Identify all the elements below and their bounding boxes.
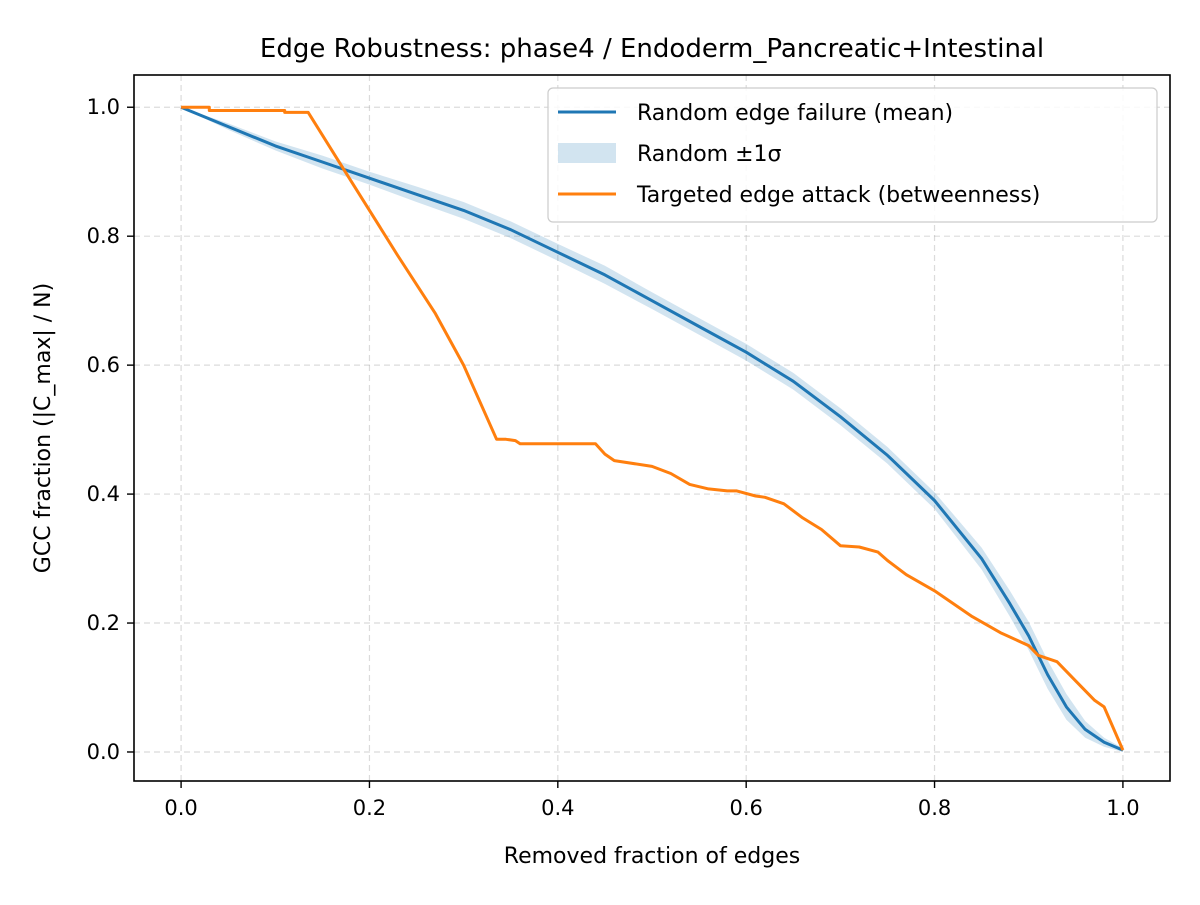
x-tick-label: 1.0 bbox=[1106, 796, 1139, 820]
x-tick-label: 0.2 bbox=[353, 796, 386, 820]
legend-frame bbox=[547, 87, 1158, 223]
x-axis-label: Removed fraction of edges bbox=[504, 844, 800, 869]
plot-frame bbox=[133, 74, 1171, 782]
legend: Random edge failure (mean) Random ±1σ Targ… bbox=[547, 87, 1158, 223]
chart-title: Edge Robustness: phase4 / Endoderm_Pancr… bbox=[260, 34, 1044, 64]
y-tick-label: 0.4 bbox=[87, 482, 120, 506]
legend-label: Random edge failure (mean) bbox=[637, 101, 953, 126]
x-tick-label: 0.6 bbox=[729, 796, 762, 820]
y-axis-label: GCC fraction (|C_max| / N) bbox=[31, 283, 56, 573]
series-line-random-mean bbox=[180, 105, 1124, 752]
x-tick-label: 0.4 bbox=[541, 796, 574, 820]
y-tick-label: 0.0 bbox=[87, 740, 120, 764]
tick-layer: 0.0 0.2 0.4 0.6 0.8 1.0 0.0 0.2 0.4 0.6 0.8 1.0 bbox=[87, 95, 1140, 820]
legend-label: Targeted edge attack (betweenness) bbox=[636, 183, 1040, 208]
y-tick-label: 0.8 bbox=[87, 224, 120, 248]
x-tick-label: 0.0 bbox=[164, 796, 197, 820]
x-tick-label: 0.8 bbox=[918, 796, 951, 820]
series-line-targeted-attack bbox=[181, 105, 1125, 751]
legend-label: Random ±1σ bbox=[637, 142, 782, 167]
legend-swatch bbox=[558, 143, 616, 163]
line-layer bbox=[180, 105, 1125, 752]
y-tick-label: 1.0 bbox=[87, 95, 120, 119]
y-tick-label: 0.6 bbox=[87, 353, 120, 377]
y-tick-label: 0.2 bbox=[87, 611, 120, 635]
